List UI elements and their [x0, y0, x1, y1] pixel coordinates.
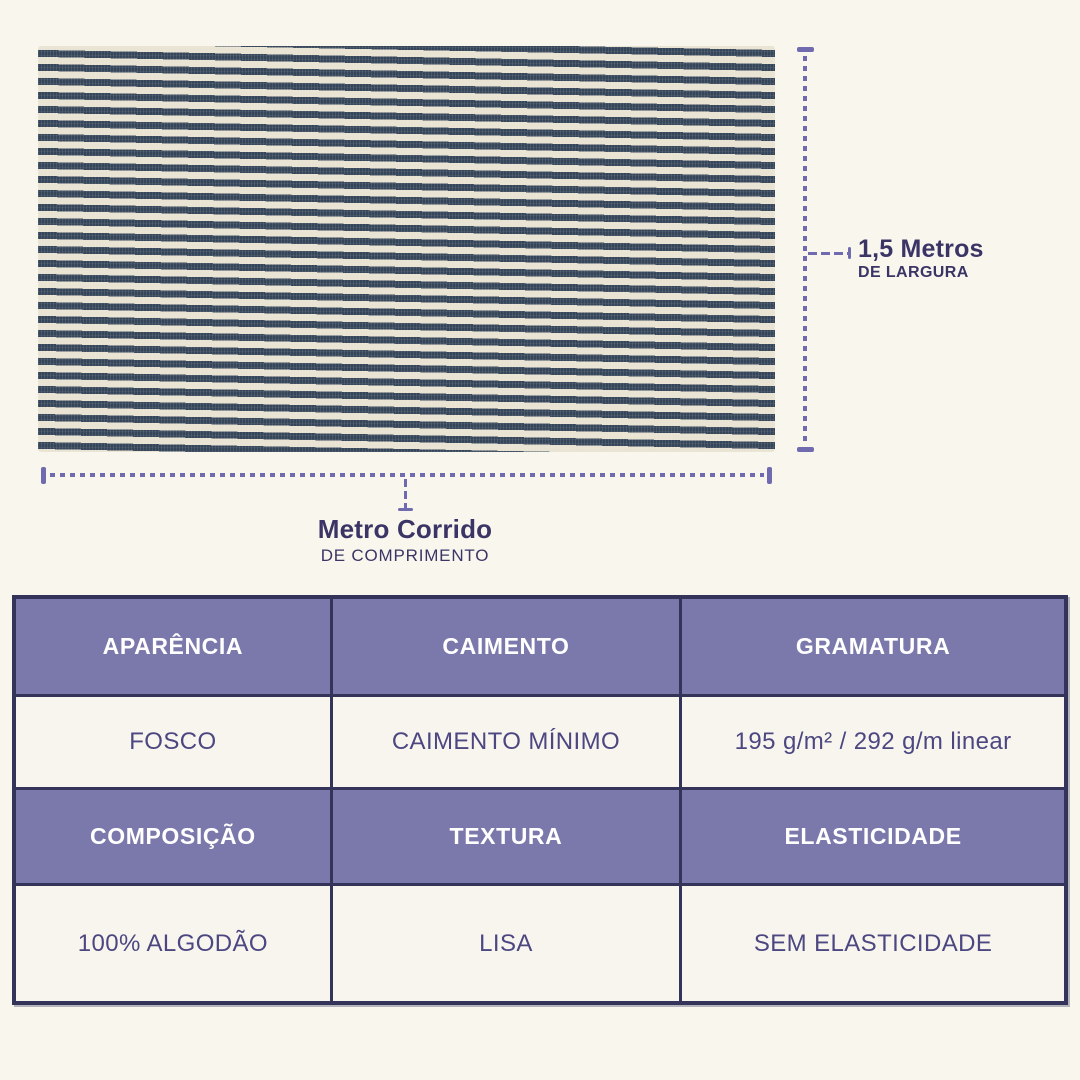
length-label-connector-tick: [398, 508, 413, 511]
cell-caimento-value: CAIMENTO MÍNIMO: [332, 697, 680, 787]
length-label-value: Metro Corrido: [317, 514, 493, 544]
width-dimension-dotted-line: [803, 56, 807, 444]
width-label-connector-tick: [848, 247, 851, 259]
length-dimension-cap-left: [41, 467, 46, 484]
cell-aparencia-header: APARÊNCIA: [16, 599, 330, 694]
width-label-value: 1,5 Metros: [858, 235, 984, 263]
length-label-connector-line: [404, 479, 407, 509]
cell-elasticidade-value: SEM ELASTICIDADE: [682, 886, 1064, 1001]
width-dimension-cap-bottom: [797, 447, 814, 452]
cell-composicao-value: 100% ALGODÃO: [16, 886, 330, 1001]
width-label: 1,5 Metros DE LARGURA: [858, 235, 984, 282]
length-label: Metro Corrido DE COMPRIMENTO: [245, 514, 565, 566]
cell-gramatura-header: GRAMATURA: [682, 599, 1064, 694]
cell-composicao-header: COMPOSIÇÃO: [16, 790, 330, 883]
length-dimension-dotted-line: [50, 473, 764, 477]
cell-caimento-header: CAIMENTO: [332, 599, 680, 694]
cell-elasticidade-header: ELASTICIDADE: [682, 790, 1064, 883]
width-label-caption: DE LARGURA: [858, 263, 969, 281]
length-dimension-cap-right: [767, 467, 772, 484]
cell-aparencia-value: FOSCO: [16, 697, 330, 787]
cell-gramatura-value: 195 g/m² / 292 g/m linear: [682, 697, 1064, 787]
cell-textura-value: LISA: [332, 886, 680, 1001]
fabric-spec-table: APARÊNCIA CAIMENTO GRAMATURA FOSCO CAIME…: [12, 595, 1068, 1005]
cell-textura-header: TEXTURA: [332, 790, 680, 883]
width-label-connector-line: [808, 252, 849, 255]
width-dimension-cap-top: [797, 47, 814, 52]
length-label-caption: DE COMPRIMENTO: [320, 545, 490, 565]
striped-fabric-swatch-image: [38, 46, 775, 452]
